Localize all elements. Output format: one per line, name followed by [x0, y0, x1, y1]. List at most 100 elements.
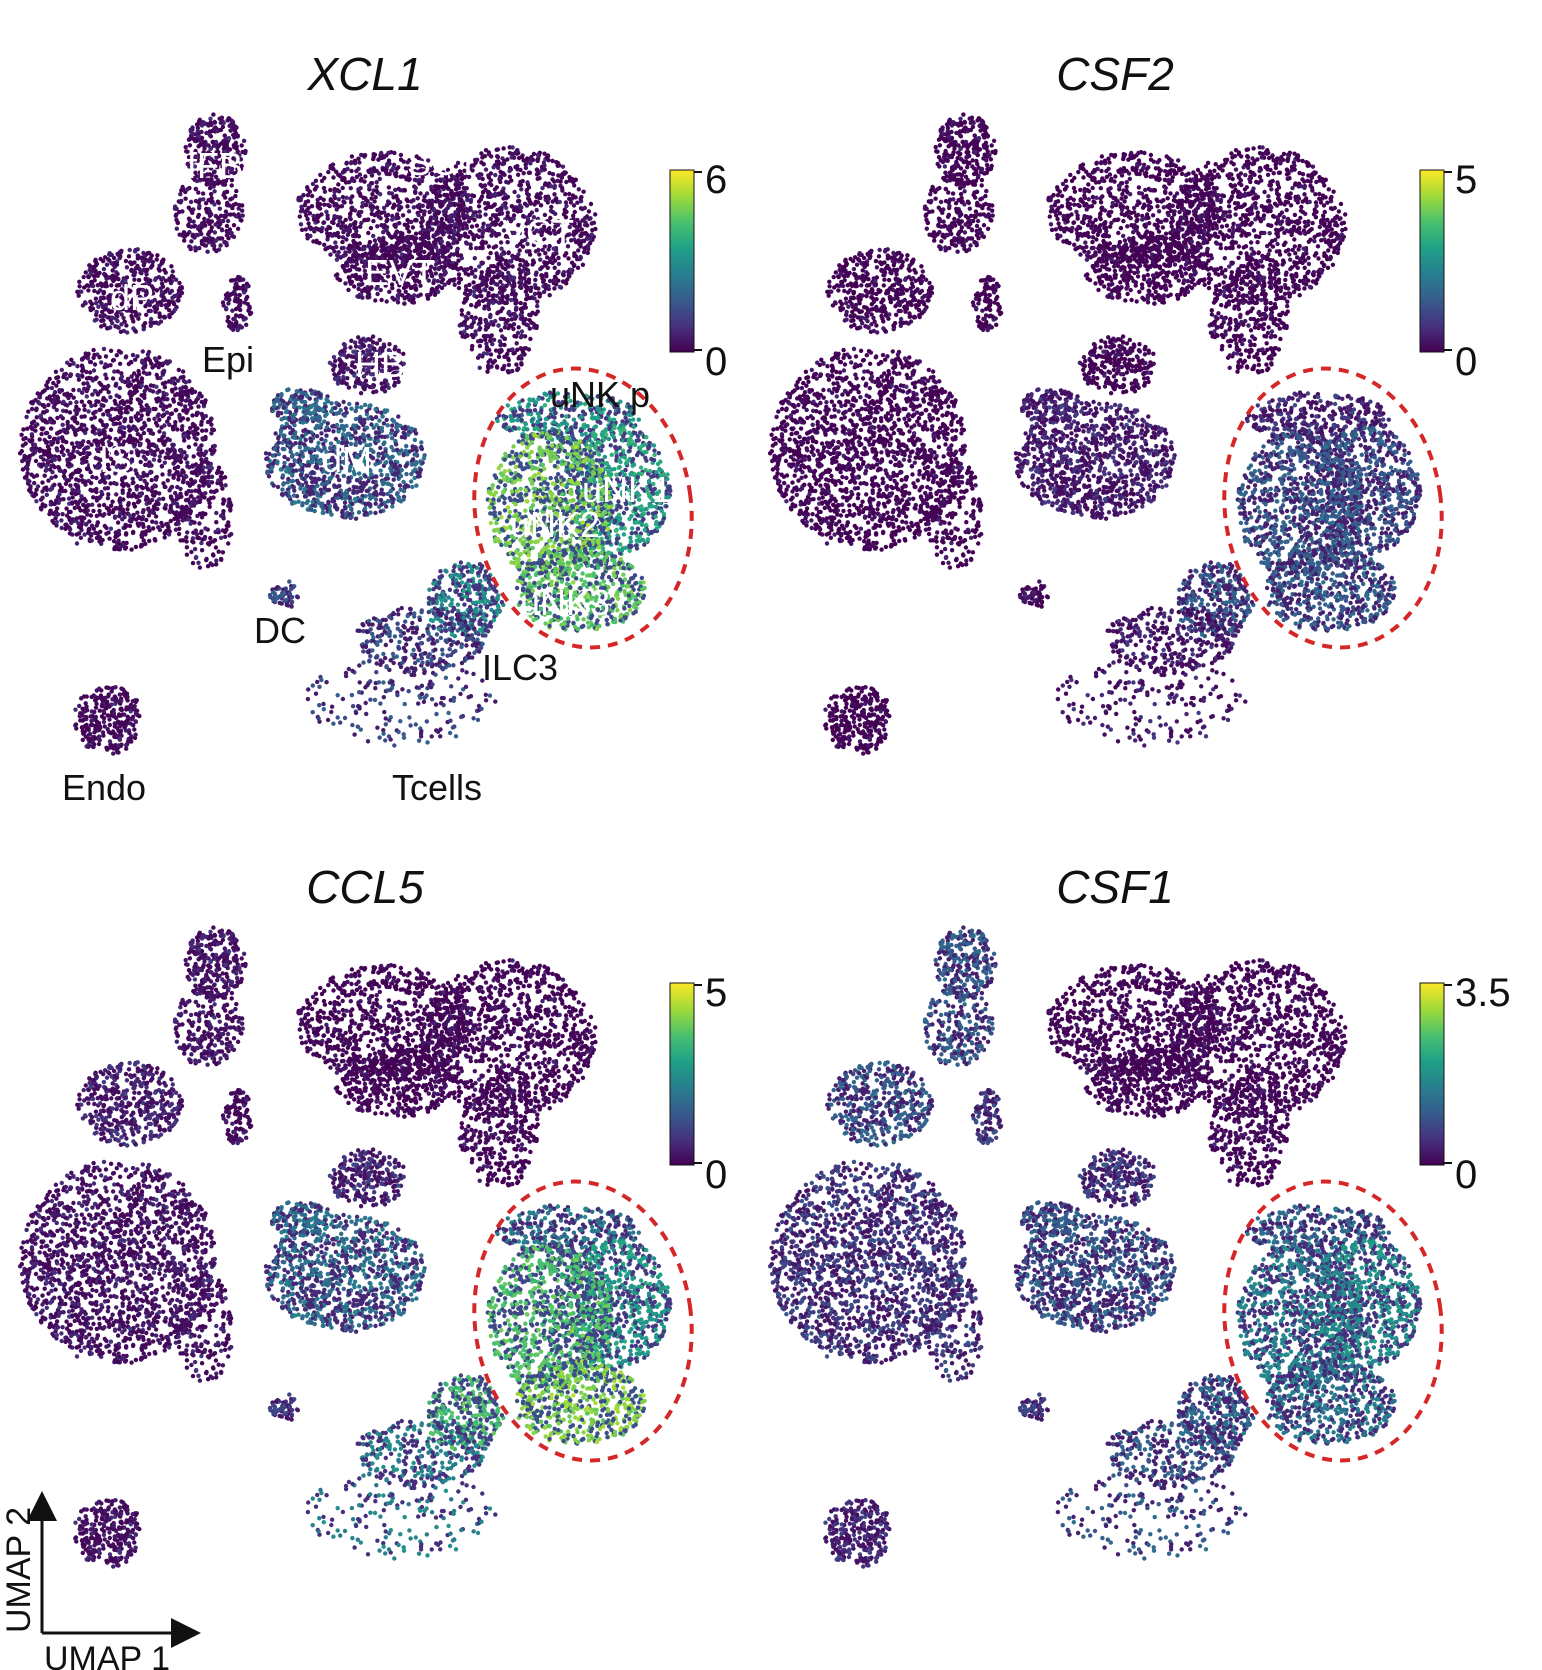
- cell-point: [223, 483, 228, 488]
- cell-point: [169, 380, 174, 385]
- cell-point: [103, 372, 108, 377]
- cell-point: [168, 518, 173, 524]
- cell-point: [443, 198, 448, 203]
- cell-point: [384, 299, 389, 304]
- cell-point: [29, 447, 35, 452]
- cell-point: [60, 439, 66, 444]
- cell-point: [367, 239, 373, 245]
- cell-point: [390, 295, 395, 300]
- cell-point: [19, 449, 24, 454]
- cell-point: [563, 192, 568, 197]
- cell-point: [309, 193, 315, 199]
- cell-point: [173, 307, 178, 312]
- cell-point: [446, 280, 451, 285]
- cell-point: [429, 187, 434, 192]
- cell-point: [39, 426, 44, 431]
- cell-point: [40, 495, 45, 500]
- cell-point: [511, 255, 516, 261]
- cell-point: [223, 214, 228, 220]
- cell-point: [55, 512, 61, 517]
- cell-point: [305, 216, 310, 222]
- cell-point: [201, 470, 206, 475]
- cell-point: [157, 458, 162, 463]
- cell-point: [137, 498, 142, 504]
- cell-point: [40, 418, 46, 423]
- cell-point: [194, 554, 199, 560]
- cell-point: [188, 511, 193, 516]
- cell-point: [493, 213, 499, 218]
- cell-point: [499, 206, 504, 211]
- cell-point: [163, 303, 169, 308]
- cell-point: [552, 192, 557, 197]
- cell-point: [219, 227, 225, 232]
- cell-point: [124, 462, 129, 467]
- cell-point: [212, 443, 217, 449]
- cell-point: [148, 320, 153, 325]
- cell-point: [144, 517, 149, 523]
- cell-point: [99, 360, 104, 365]
- cell-point: [479, 270, 484, 275]
- cell-point: [298, 222, 304, 227]
- cell-point: [362, 246, 367, 251]
- cell-point: [157, 355, 162, 360]
- cell-point: [208, 116, 213, 122]
- cell-point: [459, 197, 464, 203]
- cell-point: [195, 535, 200, 540]
- cell-point: [20, 458, 25, 464]
- cell-point: [142, 420, 147, 426]
- cell-point: [235, 327, 240, 333]
- cell-point: [149, 361, 154, 366]
- cell-point: [29, 406, 35, 412]
- cell-point: [102, 271, 107, 277]
- cell-point: [81, 367, 86, 373]
- cell-point: [61, 427, 66, 432]
- cell-point: [113, 383, 118, 388]
- cell-point: [146, 525, 151, 530]
- cell-point: [456, 233, 461, 238]
- cell-point: [366, 244, 372, 249]
- cell-point: [179, 286, 184, 291]
- cell-point: [83, 270, 89, 275]
- cell-point: [369, 211, 374, 217]
- cell-point: [189, 494, 194, 499]
- cell-point: [27, 479, 32, 484]
- cell-point: [147, 509, 152, 514]
- cell-point: [146, 513, 152, 518]
- cell-point: [528, 157, 533, 162]
- cell-point: [196, 134, 202, 139]
- cell-point: [117, 498, 122, 503]
- cell-point: [88, 487, 93, 493]
- cell-point: [343, 281, 348, 286]
- cell-point: [84, 283, 90, 288]
- cell-point: [197, 484, 202, 489]
- cell-point: [94, 317, 99, 322]
- cell-point: [71, 395, 76, 400]
- cell-point: [115, 369, 121, 374]
- cell-point: [39, 462, 44, 467]
- cell-point: [461, 211, 466, 217]
- cell-point: [324, 227, 329, 232]
- cell-point: [387, 200, 392, 206]
- cell-point: [588, 201, 594, 207]
- cell-point: [458, 253, 464, 258]
- cell-point: [197, 391, 202, 397]
- cell-point: [185, 530, 190, 535]
- cell-point: [228, 197, 233, 202]
- cell-point: [106, 390, 111, 395]
- cell-point: [395, 212, 400, 217]
- cell-point: [71, 425, 76, 431]
- cell-point: [124, 323, 129, 328]
- cell-point: [209, 238, 214, 244]
- cell-point: [226, 136, 232, 141]
- cell-point: [63, 371, 69, 377]
- cell-point: [386, 245, 392, 251]
- cell-point: [59, 444, 64, 449]
- cell-point: [321, 197, 326, 202]
- cell-point: [371, 156, 376, 162]
- cell-point: [193, 528, 198, 533]
- cell-point: [192, 435, 197, 440]
- cell-point: [507, 168, 512, 174]
- cell-point: [102, 480, 108, 485]
- cell-point: [203, 557, 209, 563]
- cell-point: [418, 292, 423, 297]
